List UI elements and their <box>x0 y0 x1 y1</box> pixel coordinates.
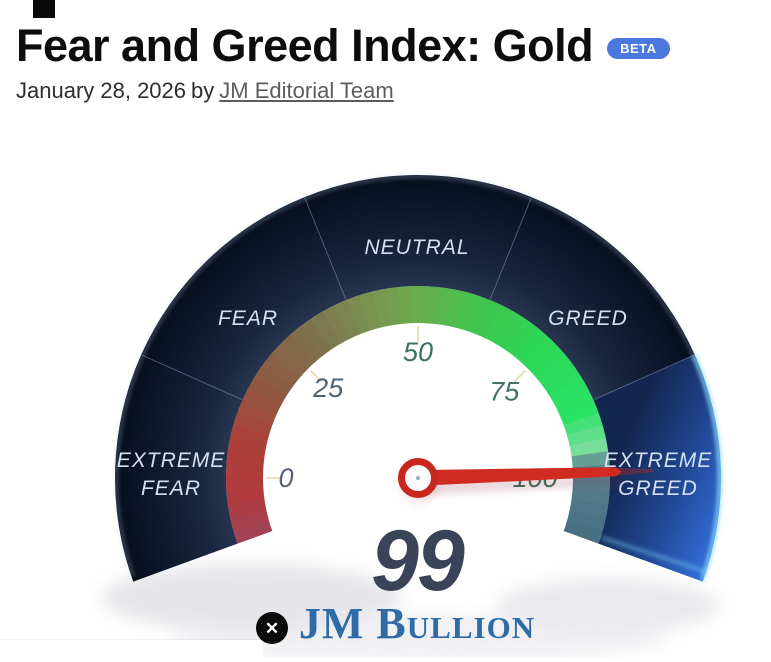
gauge-segment-extreme-greed <box>593 354 722 582</box>
page-header: Fear and Greed Index: Gold BETA <box>16 20 766 72</box>
gauge-hub <box>398 458 439 504</box>
beta-badge: BETA <box>607 37 670 59</box>
gauge-ring <box>114 175 722 582</box>
gauge-band <box>226 286 610 544</box>
browser-artifact <box>33 0 55 18</box>
gauge-needle <box>415 467 654 487</box>
zone-label: FEAR <box>218 307 278 330</box>
zone-label: EXTREME <box>117 449 226 472</box>
gauge-logo: JM Bullion <box>299 599 535 648</box>
tick-label-75: 75 <box>489 377 520 407</box>
byline: January 28, 2026 by JM Editorial Team <box>16 78 394 104</box>
author-link[interactable]: JM Editorial Team <box>219 78 394 103</box>
jm-bullion-logo: JM Bullion <box>299 599 535 648</box>
tick-label-0: 0 <box>278 463 293 493</box>
gauge-dividers <box>141 197 695 400</box>
tick-label-25: 25 <box>312 373 344 403</box>
tick-label-50: 50 <box>403 337 433 367</box>
byline-connector: by <box>191 78 215 103</box>
gauge-value-text: 99 <box>371 513 465 609</box>
zone-label: FEAR <box>141 477 201 500</box>
ad-close-button[interactable]: ✕ <box>256 612 288 644</box>
publish-date: January 28, 2026 <box>16 78 187 103</box>
gauge-segment-neutral <box>304 175 532 300</box>
gauge-shadow <box>102 564 720 662</box>
zone-label: NEUTRAL <box>364 236 469 259</box>
zone-label: GREED <box>548 307 628 330</box>
gauge-segment-greed <box>489 197 695 400</box>
ad-banner-edge <box>0 640 263 657</box>
gauge-zone-labels: EXTREME FEAR FEAR NEUTRAL GREED EXTREME GREED <box>117 236 713 500</box>
gauge-value: 99 <box>371 513 467 609</box>
page-title: Fear and Greed Index: Gold <box>16 20 594 71</box>
gauge-rim <box>115 175 722 582</box>
gauge-segment-extreme-fear <box>114 354 243 582</box>
gauge-segment-fear <box>141 197 347 400</box>
close-icon: ✕ <box>264 618 280 638</box>
zone-label: GREED <box>618 477 698 500</box>
zone-label: EXTREME <box>604 449 713 472</box>
